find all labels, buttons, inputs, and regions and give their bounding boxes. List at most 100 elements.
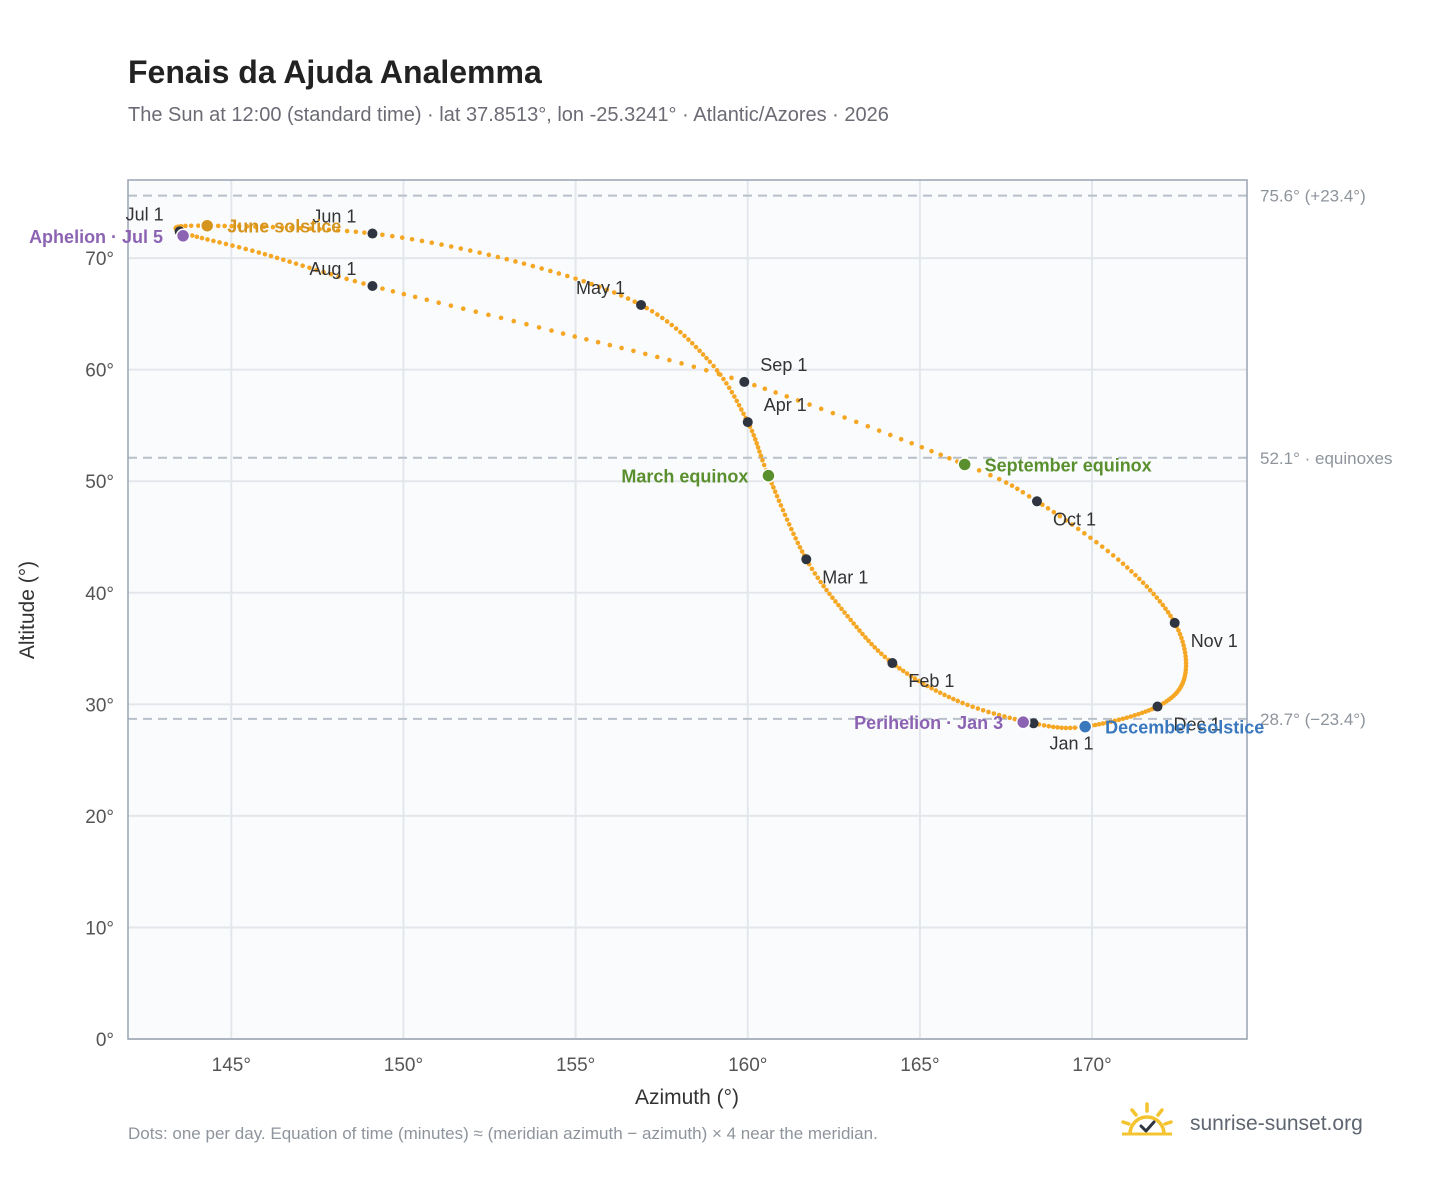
daily-dot (776, 498, 782, 504)
brand-name[interactable]: sunrise-sunset.org (1190, 1112, 1363, 1135)
daily-dot (876, 428, 882, 433)
daily-dot (900, 668, 906, 674)
daily-dot (755, 445, 761, 450)
month-marker-label: May 1 (576, 278, 625, 298)
daily-dot (1026, 494, 1032, 499)
daily-dot (335, 228, 341, 233)
daily-dot (1105, 548, 1111, 554)
daily-dot (778, 503, 784, 508)
daily-dot (625, 296, 631, 301)
daily-dot (244, 224, 250, 229)
month-marker (1169, 617, 1180, 628)
month-marker-label: Dec 1 (1173, 715, 1220, 735)
daily-dot (597, 284, 602, 290)
daily-dot (511, 318, 517, 324)
month-marker-label: Apr 1 (764, 395, 807, 415)
month-marker-label: Sep 1 (760, 355, 807, 375)
daily-dot (955, 698, 961, 704)
daily-dot (495, 254, 501, 260)
daily-dot (390, 289, 396, 294)
daily-dot (336, 274, 341, 279)
daily-dot (842, 415, 847, 420)
daily-dot (1009, 483, 1015, 488)
chart-title: Fenais da Ajuda Analemma (128, 54, 542, 90)
event-label: Aphelion · Jul 5 (29, 227, 163, 247)
daily-dot (589, 281, 594, 287)
daily-dot (223, 241, 229, 247)
daily-dot (786, 522, 792, 527)
daily-dot (389, 233, 395, 239)
daily-dot (827, 591, 832, 597)
daily-dot (860, 631, 865, 637)
daily-dot (1108, 719, 1114, 725)
daily-dot (458, 246, 464, 251)
x-tick-label: 170° (1072, 1055, 1111, 1076)
month-marker (801, 554, 812, 565)
daily-dot (536, 325, 542, 330)
daily-dot (1063, 518, 1069, 523)
daily-dot (872, 645, 878, 650)
daily-dot (217, 240, 222, 245)
daily-dot (353, 229, 359, 235)
daily-dot (795, 540, 801, 546)
daily-dot (693, 344, 699, 350)
daily-dot (486, 252, 492, 258)
daily-dot (196, 223, 201, 228)
daily-dot (678, 329, 683, 335)
daily-dot (643, 351, 648, 357)
daily-dot (1179, 635, 1184, 641)
daily-dot (845, 613, 850, 619)
event-label: June solstice (227, 217, 341, 237)
daily-dot (1088, 535, 1093, 541)
daily-dot (729, 375, 734, 381)
daily-dot (473, 309, 479, 315)
daily-dot (669, 322, 675, 328)
brand[interactable]: sunrise-sunset.org (1120, 1100, 1420, 1150)
x-axis-ticks: 145° 150° 155° 160° 165° 170° (212, 1055, 1112, 1076)
daily-dot (721, 376, 726, 382)
daily-dot (667, 357, 672, 363)
y-tick-label: 20° (85, 807, 114, 828)
daily-dot (361, 281, 366, 286)
daily-dot (1183, 653, 1188, 659)
daily-dot (1139, 710, 1145, 716)
event-label: March equinox (621, 467, 748, 487)
daily-dot (933, 688, 939, 693)
daily-dot (618, 293, 624, 298)
daily-dot (772, 489, 778, 495)
x-tick-label: 160° (728, 1055, 767, 1076)
daily-dot (965, 702, 970, 708)
daily-dot (791, 531, 796, 537)
daily-dot (833, 599, 838, 604)
daily-dot (929, 685, 934, 691)
daily-dot (287, 259, 292, 264)
daily-dot (298, 225, 304, 231)
daily-dot (504, 256, 510, 262)
event-label: Perihelion · Jan 3 (854, 713, 1003, 733)
daily-dot (513, 259, 518, 264)
daily-dot (460, 306, 466, 311)
daily-dot (857, 628, 862, 633)
daily-dot (1072, 725, 1078, 731)
daily-dot (530, 263, 536, 269)
y-axis-ticks: 0° 10° 20° 30° 40° 50° 60° 70° (85, 249, 114, 1051)
daily-dot (988, 472, 993, 478)
daily-dot (328, 271, 334, 277)
daily-dot (703, 367, 709, 373)
daily-dot (830, 410, 836, 416)
daily-dot (632, 299, 637, 305)
daily-dot (1099, 544, 1105, 549)
daily-dot (1100, 721, 1106, 726)
daily-dot (655, 312, 660, 317)
y-tick-label: 30° (85, 695, 114, 716)
daily-dot (211, 238, 216, 244)
daily-dot (1133, 572, 1138, 578)
daily-dot (419, 238, 425, 244)
daily-dot (1002, 714, 1007, 719)
month-marker (367, 280, 378, 291)
daily-dot (205, 237, 210, 242)
daily-dot (1020, 489, 1026, 495)
daily-dot (230, 243, 235, 248)
daily-dot (183, 223, 188, 229)
